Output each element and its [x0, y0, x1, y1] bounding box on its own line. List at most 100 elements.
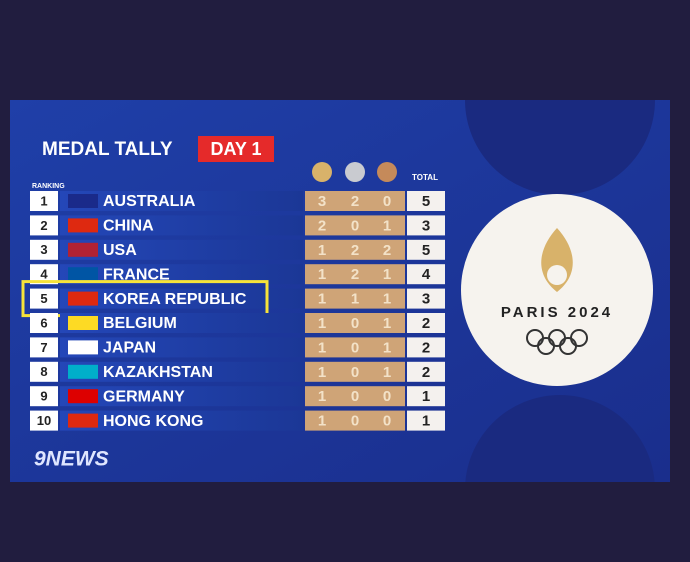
medal-count: 1	[318, 242, 326, 259]
medal-count: 0	[383, 388, 391, 405]
medal-count: 1	[383, 217, 391, 234]
rank: 1	[40, 193, 47, 208]
day-badge	[198, 136, 274, 162]
flag	[68, 316, 98, 330]
medal-count: 1	[318, 266, 326, 283]
deco-circle	[465, 395, 655, 482]
country: KOREA REPUBLIC	[103, 291, 247, 308]
medal-band	[305, 288, 405, 309]
medal-count: 1	[318, 388, 326, 405]
country: AUSTRALIA	[103, 193, 196, 210]
total-box	[407, 264, 445, 285]
total: 1	[422, 413, 430, 430]
rank: 9	[40, 389, 47, 404]
total: 2	[422, 364, 430, 381]
country-band	[60, 313, 303, 333]
country-band	[60, 264, 303, 285]
medal-count: 2	[351, 266, 359, 283]
medal-band	[305, 313, 405, 333]
country-band	[60, 337, 303, 358]
country-band	[60, 215, 303, 236]
total-box	[407, 386, 445, 407]
medal-count: 0	[383, 193, 391, 210]
total-box	[407, 191, 445, 211]
medal-count: 0	[351, 364, 359, 381]
country: HONG KONG	[103, 413, 203, 430]
rank: 10	[37, 413, 51, 428]
total-box	[407, 313, 445, 333]
flag	[68, 267, 98, 282]
medal-count: 0	[351, 315, 359, 332]
flame-face	[547, 265, 567, 285]
total: 2	[422, 339, 430, 356]
country-band	[60, 386, 303, 407]
medal-count: 1	[351, 291, 359, 308]
medal-count: 3	[318, 193, 326, 210]
country: KAZAKHSTAN	[103, 364, 213, 381]
rows: 1 AUSTRALIA 3 2 0 5 2 CHINA 2 0 1 3 3 USA 1 2 2 5 4 FRANCE 1…	[21, 191, 445, 431]
rank-box	[30, 264, 58, 285]
medal-count: 1	[318, 339, 326, 356]
medal-band	[305, 361, 405, 382]
medal-count: 0	[351, 339, 359, 356]
bronze-icon	[377, 162, 397, 182]
rank: 5	[40, 291, 47, 306]
ranking-label: RANKING	[32, 183, 65, 190]
medal-band	[305, 410, 405, 431]
rank: 3	[40, 242, 47, 257]
country-band	[60, 239, 303, 260]
medal-count: 2	[383, 242, 391, 259]
flag	[68, 242, 98, 257]
country: JAPAN	[103, 340, 156, 357]
rank-box	[30, 313, 58, 333]
medal-band	[305, 386, 405, 407]
logo-text: PARIS 2024	[501, 304, 613, 321]
rank-box	[30, 337, 58, 358]
rank-box	[30, 386, 58, 407]
flag	[68, 389, 98, 404]
medal-count: 1	[383, 339, 391, 356]
country: USA	[103, 242, 137, 259]
flag	[68, 364, 98, 379]
total: 2	[422, 315, 430, 332]
medal-count: 1	[318, 413, 326, 430]
medal-band	[305, 239, 405, 260]
medal-count: 1	[383, 364, 391, 381]
medal-band	[305, 337, 405, 358]
total: 1	[422, 388, 430, 405]
flag	[68, 291, 98, 306]
medal-count: 2	[351, 242, 359, 259]
flag	[68, 194, 98, 208]
rank: 4	[40, 267, 48, 282]
total: 5	[422, 242, 430, 259]
country: FRANCE	[103, 266, 170, 283]
medal-band	[305, 191, 405, 211]
medal-count: 2	[318, 217, 326, 234]
country-band	[60, 361, 303, 382]
flag	[68, 413, 98, 428]
rank-box	[30, 239, 58, 260]
medal-count: 0	[351, 217, 359, 234]
rank-box	[30, 191, 58, 211]
medal-band	[305, 215, 405, 236]
medal-count: 0	[351, 413, 359, 430]
medal-count: 0	[383, 413, 391, 430]
rank: 7	[40, 340, 47, 355]
total-box	[407, 239, 445, 260]
day-label: DAY 1	[210, 139, 261, 159]
total-box	[407, 215, 445, 236]
medal-count: 1	[318, 315, 326, 332]
country: BELGIUM	[103, 315, 177, 332]
medal-count: 0	[351, 388, 359, 405]
silver-icon	[345, 162, 365, 182]
flag	[68, 218, 98, 233]
medal-count: 1	[383, 291, 391, 308]
rings	[526, 329, 588, 355]
total-box	[407, 337, 445, 358]
medal-count: 1	[383, 315, 391, 332]
total-box	[407, 410, 445, 431]
rank-box	[30, 410, 58, 431]
gold-icon	[312, 162, 332, 182]
total-label: TOTAL	[412, 173, 438, 182]
